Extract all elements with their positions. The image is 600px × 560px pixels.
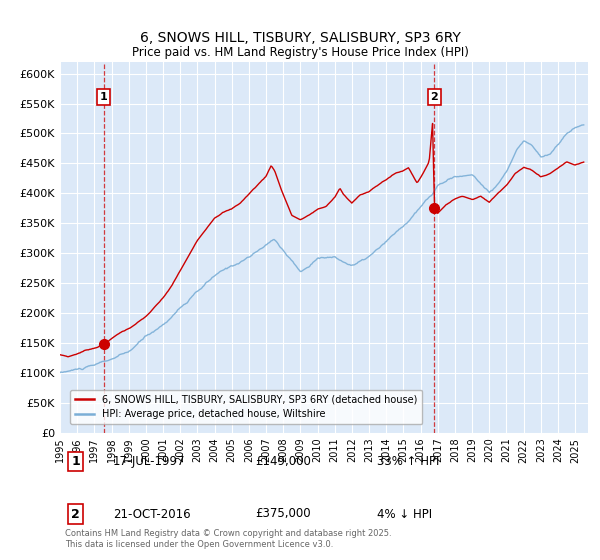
Text: 17-JUL-1997: 17-JUL-1997 <box>113 455 185 468</box>
Text: Price paid vs. HM Land Registry's House Price Index (HPI): Price paid vs. HM Land Registry's House … <box>131 46 469 59</box>
Text: £375,000: £375,000 <box>256 507 311 520</box>
Legend: 6, SNOWS HILL, TISBURY, SALISBURY, SP3 6RY (detached house), HPI: Average price,: 6, SNOWS HILL, TISBURY, SALISBURY, SP3 6… <box>70 390 422 424</box>
Text: 1: 1 <box>100 92 107 102</box>
Text: 6, SNOWS HILL, TISBURY, SALISBURY, SP3 6RY: 6, SNOWS HILL, TISBURY, SALISBURY, SP3 6… <box>140 31 460 45</box>
Text: 33% ↑ HPI: 33% ↑ HPI <box>377 455 439 468</box>
Text: 21-OCT-2016: 21-OCT-2016 <box>113 507 190 520</box>
Text: 1: 1 <box>71 455 80 468</box>
Text: 4% ↓ HPI: 4% ↓ HPI <box>377 507 432 520</box>
Text: 2: 2 <box>71 507 80 520</box>
Text: 2: 2 <box>431 92 439 102</box>
Text: Contains HM Land Registry data © Crown copyright and database right 2025.
This d: Contains HM Land Registry data © Crown c… <box>65 529 392 549</box>
Text: £149,000: £149,000 <box>256 455 311 468</box>
